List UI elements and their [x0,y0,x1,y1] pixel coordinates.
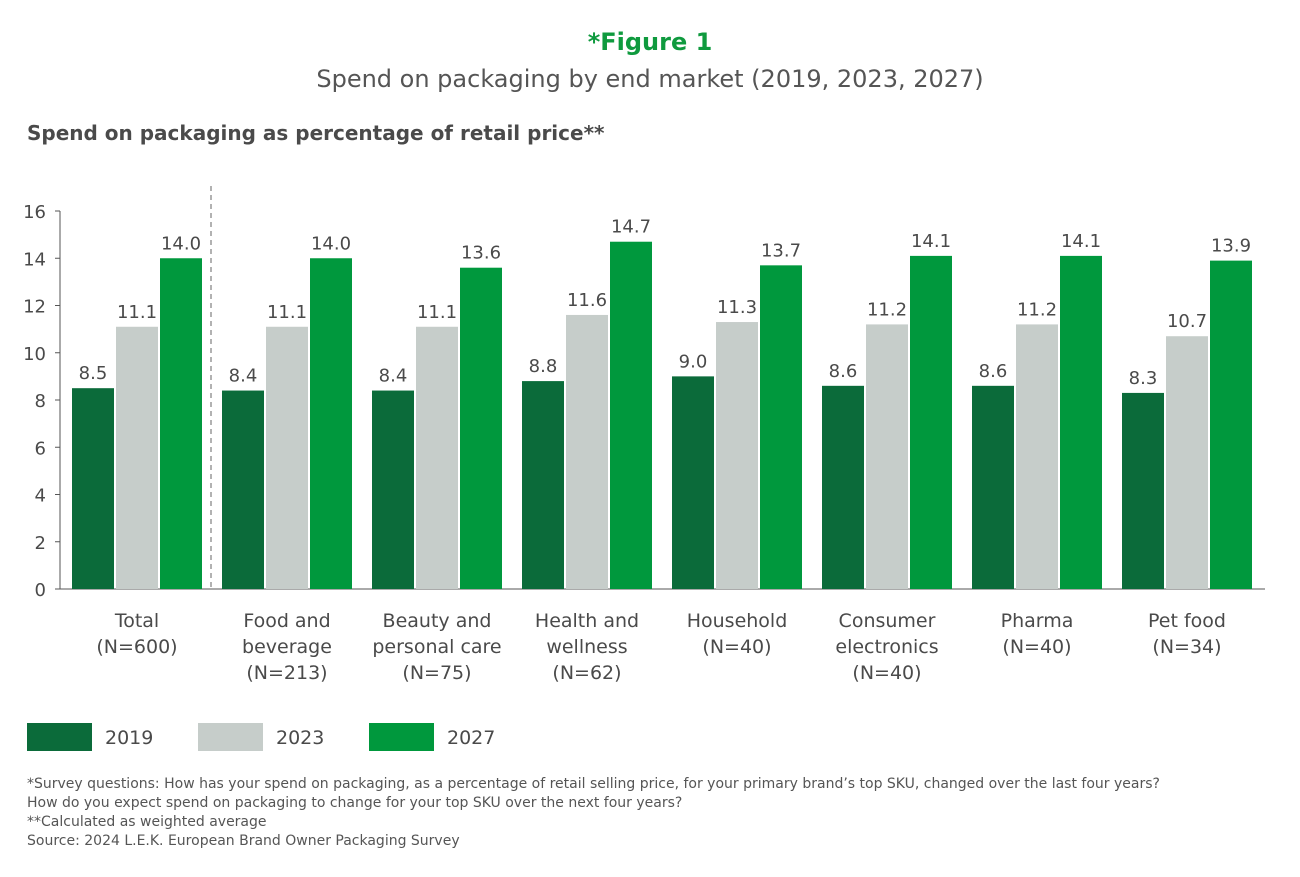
category-label: Household [687,610,788,632]
data-label-2027: 14.7 [611,217,651,238]
category-label: beverage [242,636,332,658]
bar-2027 [460,267,502,589]
chart-title: Spend on packaging as percentage of reta… [27,121,605,145]
bar-2023 [566,314,608,589]
footnote-weighted: **Calculated as weighted average [27,814,267,830]
bar-2019 [522,381,564,589]
legend-swatch-2023 [198,723,263,751]
y-tick-label: 0 [35,580,46,601]
data-label-2027: 14.0 [311,233,351,254]
data-label-2019: 8.6 [979,361,1008,382]
bar-2027 [160,258,202,589]
y-tick-label: 10 [23,344,46,365]
data-label-2023: 11.3 [717,297,757,318]
y-tick-label: 2 [35,533,46,554]
data-label-2027: 13.7 [761,240,801,261]
data-label-2027: 13.9 [1211,236,1251,257]
y-tick-label: 14 [23,249,46,270]
legend-label-2019: 2019 [105,727,153,749]
category-label: (N=40) [702,636,771,658]
data-label-2027: 14.1 [1061,231,1101,252]
legend-label-2023: 2023 [276,727,324,749]
category-label: (N=213) [246,662,327,684]
bar-2027 [760,265,802,589]
bar-2023 [716,322,758,589]
bar-2027 [610,241,652,589]
category-label: Consumer [839,610,936,632]
bar-2023 [116,326,158,589]
data-label-2019: 8.6 [829,361,858,382]
footnote-survey-q2: How do you expect spend on packaging to … [27,795,683,811]
data-label-2027: 13.6 [461,243,501,264]
bar-2019 [372,390,414,589]
category-label: wellness [546,636,627,658]
data-label-2023: 11.1 [417,302,457,323]
bar-2019 [822,385,864,589]
category-label: Pharma [1001,610,1074,632]
y-tick-label: 6 [35,438,46,459]
data-label-2019: 8.4 [379,366,408,387]
footnote-survey-q1: *Survey questions: How has your spend on… [27,776,1160,792]
category-label: (N=75) [402,662,471,684]
bar-2019 [222,390,264,589]
bar-2023 [1016,324,1058,589]
legend-swatch-2027 [369,723,434,751]
bar-2027 [910,255,952,589]
data-label-2023: 11.1 [117,302,157,323]
bar-2019 [1122,392,1164,589]
bar-2023 [416,326,458,589]
category-label: Health and [535,610,639,632]
data-label-2023: 11.2 [867,299,907,320]
data-label-2023: 10.7 [1167,311,1207,332]
category-label: Total [114,610,159,632]
category-label: electronics [835,636,938,658]
category-label: (N=40) [1002,636,1071,658]
y-tick-label: 4 [35,486,46,507]
data-label-2019: 8.4 [229,366,258,387]
data-label-2027: 14.0 [161,233,201,254]
category-label: Food and [243,610,330,632]
category-label: (N=62) [552,662,621,684]
bar-chart: *Figure 1 Spend on packaging by end mark… [23,28,1265,751]
data-label-2027: 14.1 [911,231,951,252]
bar-2019 [72,388,114,589]
bar-2023 [266,326,308,589]
category-label: (N=40) [852,662,921,684]
bar-2027 [310,258,352,589]
data-label-2023: 11.1 [267,302,307,323]
data-label-2019: 8.5 [79,363,108,384]
data-label-2019: 8.8 [529,356,558,377]
bar-2023 [1166,336,1208,589]
category-label: (N=34) [1152,636,1221,658]
legend-swatch-2019 [27,723,92,751]
y-tick-label: 8 [35,391,46,412]
data-label-2019: 8.3 [1129,368,1158,389]
category-label: personal care [372,636,501,658]
bar-2027 [1210,260,1252,589]
y-tick-label: 12 [23,297,46,318]
data-label-2019: 9.0 [679,351,708,372]
data-label-2023: 11.2 [1017,299,1057,320]
y-tick-label: 16 [23,202,46,223]
category-label: (N=600) [96,636,177,658]
bar-2027 [1060,255,1102,589]
figure-subtitle: Spend on packaging by end market (2019, … [316,65,983,93]
category-label: Pet food [1148,610,1226,632]
footnotes: *Survey questions: How has your spend on… [27,775,1160,851]
bar-2019 [672,376,714,589]
legend-label-2027: 2027 [447,727,495,749]
figure-label: *Figure 1 [588,28,713,56]
bar-2019 [972,385,1014,589]
category-label: Beauty and [383,610,492,632]
data-label-2023: 11.6 [567,290,607,311]
footnote-source: Source: 2024 L.E.K. European Brand Owner… [27,833,460,849]
bar-2023 [866,324,908,589]
